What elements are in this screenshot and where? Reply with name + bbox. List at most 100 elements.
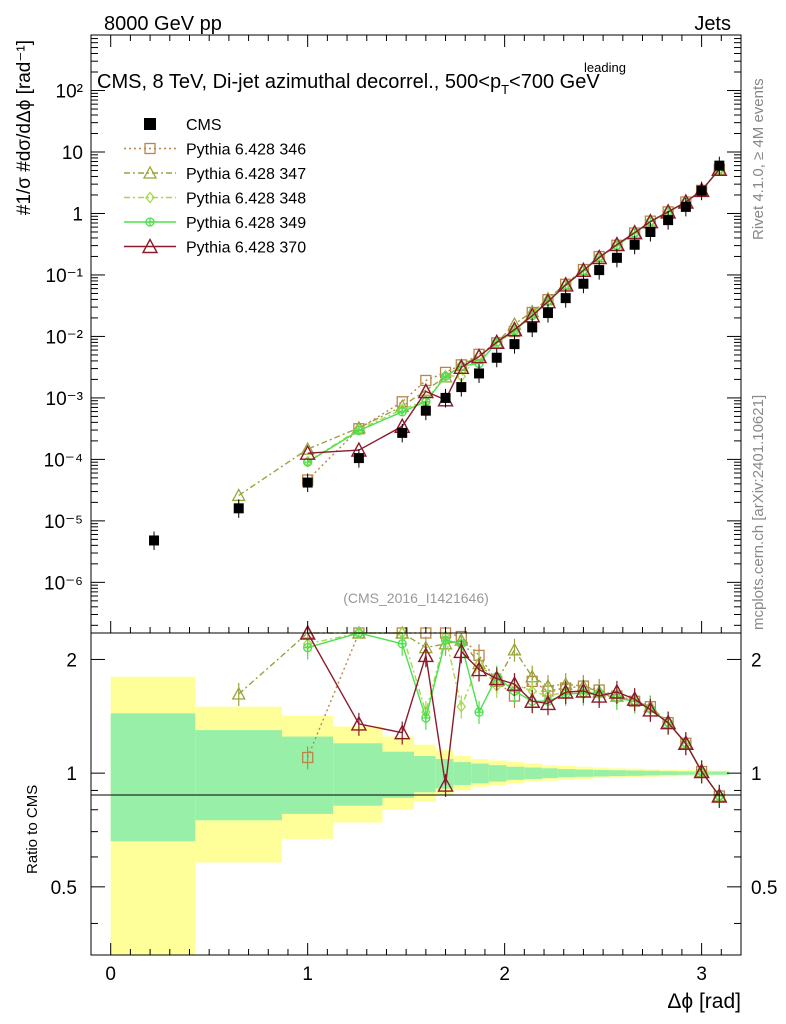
legend-label: CMS xyxy=(186,117,222,134)
y-tick-label: 10⁻¹ xyxy=(46,266,84,287)
cms-point xyxy=(149,535,160,546)
cms-point xyxy=(594,265,605,276)
header-left: 8000 GeV pp xyxy=(104,13,222,35)
ratio-marker xyxy=(302,751,314,764)
ratio-tick-label-right: 1 xyxy=(751,764,762,785)
ratio-marker xyxy=(626,690,643,706)
cms-point xyxy=(353,453,364,464)
ratio-marker xyxy=(354,626,364,640)
y-tick-label: 10⁻² xyxy=(46,327,84,348)
ratio-tick-label-right: 2 xyxy=(751,650,762,671)
ratio-tick-label-right: 0.5 xyxy=(751,878,777,899)
cms-point xyxy=(527,322,538,333)
ratio-marker xyxy=(539,694,557,711)
cms-point xyxy=(696,185,707,196)
y-axis-label-top: #1/σ #dσ/dΔϕ [rad⁻¹] xyxy=(14,40,35,215)
mc-marker xyxy=(470,348,488,364)
mc-marker-cross xyxy=(441,372,450,381)
top-series xyxy=(231,160,728,502)
cms-point xyxy=(542,308,553,319)
legend-marker xyxy=(145,217,155,227)
title-sup: leading xyxy=(584,60,626,75)
stat-uncertainty-band xyxy=(414,756,436,793)
mc-marker xyxy=(354,425,364,436)
ratio-frame xyxy=(90,632,742,956)
stat-uncertainty-band xyxy=(626,770,645,776)
ratio-marker xyxy=(642,701,659,717)
y-tick-label: 10² xyxy=(56,82,83,103)
mc-line-4 xyxy=(307,168,720,454)
ratio-marker xyxy=(397,639,407,649)
ratio-marker xyxy=(524,692,541,708)
ratio-marker xyxy=(437,776,454,792)
y-tick-label: 10⁻³ xyxy=(46,389,84,410)
stat-uncertainty-band xyxy=(471,763,489,784)
legend-label: Pythia 6.428 349 xyxy=(186,215,306,232)
ratio-marker-cross xyxy=(475,708,484,717)
legend-label: Pythia 6.428 348 xyxy=(186,191,306,208)
stat-uncertainty-band xyxy=(453,762,472,786)
mc-marker xyxy=(488,333,505,350)
ratio-marker xyxy=(456,700,467,713)
legend-marker-cms xyxy=(144,118,156,130)
mc-marker xyxy=(453,358,470,374)
title-sub: T xyxy=(501,82,509,97)
ratio-tick-label-left: 2 xyxy=(66,650,77,671)
ratio-marker xyxy=(394,724,411,740)
ratio-marker xyxy=(693,763,710,779)
ratio-marker-cross xyxy=(441,636,450,645)
legend-label: Pythia 6.428 370 xyxy=(186,240,306,257)
chart-title: CMS, 8 TeV, Di-jet azimuthal decorrel., … xyxy=(97,71,600,97)
ratio-marker xyxy=(231,686,246,700)
stat-uncertainty-band xyxy=(644,770,661,776)
ratio-marker xyxy=(507,642,522,656)
cms-point xyxy=(420,405,431,416)
stat-uncertainty-band xyxy=(711,771,730,775)
ratio-marker xyxy=(303,642,313,653)
title-suffix: <700 GeV xyxy=(509,71,600,93)
stat-uncertainty-band xyxy=(557,769,576,778)
stat-uncertainty-band xyxy=(333,743,383,806)
y-tick-label: 1 xyxy=(72,204,83,225)
cms-point xyxy=(611,252,622,263)
cms-point xyxy=(440,392,451,403)
y-tick-label: 10⁻⁶ xyxy=(44,573,83,594)
ratio-marker xyxy=(575,682,592,698)
legend-marker-cross xyxy=(146,218,154,226)
ratio-marker xyxy=(608,683,626,699)
stat-uncertainty-band xyxy=(660,771,678,776)
cms-points xyxy=(149,156,725,550)
stat-uncertainty-band xyxy=(382,751,415,798)
ratio-marker xyxy=(350,715,368,731)
x-axis-label: Δϕ [rad] xyxy=(667,990,741,1013)
title-prefix: CMS, 8 TeV, Di-jet azimuthal decorrel., … xyxy=(97,71,501,93)
cms-point xyxy=(578,278,589,289)
ratio-marker-cross xyxy=(421,713,430,722)
stat-uncertainty-band xyxy=(488,765,507,782)
legend-label: Pythia 6.428 347 xyxy=(186,166,306,183)
y-tick-label: 10⁻⁵ xyxy=(44,512,83,533)
legend-marker xyxy=(141,238,159,254)
y-axis-label-ratio: Ratio to CMS xyxy=(24,785,41,874)
ratio-marker xyxy=(591,687,608,703)
ratio-tick-label-left: 1 xyxy=(66,764,77,785)
cms-point xyxy=(629,239,640,250)
cms-point xyxy=(474,368,485,379)
ratio-series xyxy=(231,624,728,808)
stat-uncertainty-band xyxy=(524,767,543,779)
cms-point xyxy=(680,201,691,212)
ratio-tick-label-left: 0.5 xyxy=(51,878,77,899)
side-mcplots: mcplots.cern.ch [arXiv:2401.10621] xyxy=(750,395,767,630)
x-tick-label: 3 xyxy=(696,964,707,985)
ratio-marker xyxy=(474,707,484,717)
stat-uncertainty-band xyxy=(506,766,525,780)
mc-marker-cross xyxy=(354,426,363,435)
ratio-marker xyxy=(488,670,505,686)
ratio-marker-cross xyxy=(303,643,312,652)
cms-point xyxy=(302,477,313,488)
y-tick-label: 10 xyxy=(62,143,83,164)
cms-point xyxy=(560,293,571,304)
ratio-marker xyxy=(421,713,431,723)
cms-point xyxy=(663,215,674,226)
ratio-marker xyxy=(440,635,451,645)
